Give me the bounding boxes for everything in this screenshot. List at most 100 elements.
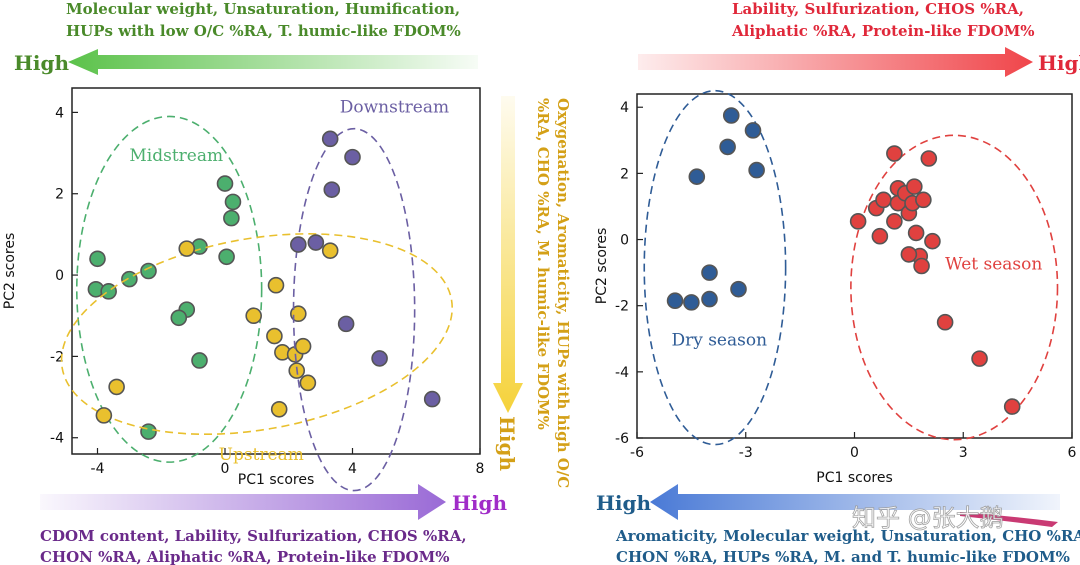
confidence-ellipse-upstream: [60, 233, 454, 436]
data-point-wet-season: [913, 257, 930, 275]
right-ytick-label: -6: [615, 431, 629, 447]
data-point-wet-season: [886, 145, 903, 162]
left-plot-frame: [71, 87, 481, 455]
data-point-downstream: [307, 234, 325, 251]
data-point-downstream: [344, 148, 361, 166]
annotation-vertical-high: High: [495, 416, 519, 471]
annotation-bottom-left-line1: CDOM content, Lability, Sulfurization, C…: [40, 527, 467, 545]
right-xtick-label: -6: [630, 445, 644, 461]
data-point-wet-season: [900, 246, 918, 263]
right-xtick-label: 3: [959, 445, 968, 461]
arrow-left-green: [68, 49, 478, 75]
data-point-upstream: [299, 374, 317, 392]
annotation-bottom-left: High CDOM content, Lability, Sulfurizati…: [40, 484, 507, 565]
data-point-wet-season: [849, 213, 867, 230]
chart-left-pca: -4 0 4 8 -4 -2 0 2 4 PC1 scores PC2 scores Midstrea…: [2, 87, 485, 492]
right-ytick-label: -2: [615, 299, 629, 315]
annotation-top-right-line1: Lability, Sulfurization, CHOS %RA,: [732, 0, 1024, 18]
annotation-vertical-line1: Oxygenation, Aromaticity, HUPs with high…: [554, 98, 572, 488]
data-point-wet-season: [886, 213, 903, 230]
confidence-ellipse-wet-season: [850, 134, 1059, 441]
data-point-wet-season: [871, 227, 889, 245]
left-group-midstream: Midstream: [75, 115, 263, 463]
data-point-midstream: [100, 283, 117, 300]
data-point-dry-season: [744, 122, 762, 139]
data-point-dry-season: [666, 292, 684, 310]
arrow-down-yellow: [493, 96, 523, 413]
group-label-dry-season: Dry season: [671, 330, 767, 350]
chart-right-pca: -6 -3 0 3 6 -6 -4 -2 0 2 4 PC1 scores PC2 scores Dry …: [594, 89, 1077, 486]
data-point-wet-season: [936, 313, 954, 331]
left-ytick-label: 0: [55, 268, 64, 284]
left-ytick-label: -4: [50, 431, 64, 447]
data-point-midstream: [170, 309, 188, 327]
right-y-axis-title: PC2 scores: [594, 228, 610, 305]
confidence-ellipse-dry-season: [643, 89, 787, 446]
left-group-upstream: Upstream: [60, 233, 454, 465]
annotation-bottom-right: High Aromaticity, Molecular weight, Unsa…: [596, 484, 1080, 565]
annotation-top-right-line2: Aliphatic %RA, Protein-like FDOM%: [731, 22, 1035, 40]
data-point-upstream: [270, 400, 288, 418]
data-point-upstream: [95, 407, 113, 424]
annotation-bottom-right-line2: CHON %RA, HUPs %RA, M. and T. humic-like…: [616, 548, 1070, 565]
annotation-bottom-right-high: High: [596, 491, 651, 515]
data-point-midstream: [140, 262, 157, 280]
data-point-midstream: [224, 193, 242, 211]
right-xtick-label: 6: [1068, 445, 1077, 461]
annotation-bottom-right-line1: Aromaticity, Molecular weight, Unsaturat…: [615, 527, 1080, 545]
data-point-dry-season: [701, 264, 718, 281]
data-point-midstream: [223, 209, 240, 227]
data-point-midstream: [216, 175, 234, 192]
data-point-wet-season: [875, 191, 892, 209]
data-point-downstream: [323, 181, 341, 198]
data-point-downstream: [290, 236, 307, 253]
data-point-upstream: [266, 327, 283, 345]
data-point-midstream: [218, 248, 235, 266]
left-xtick-label: 4: [348, 461, 357, 477]
group-label-upstream: Upstream: [219, 445, 304, 465]
right-xtick-label: 0: [850, 445, 859, 461]
group-label-downstream: Downstream: [340, 97, 449, 117]
left-xtick-label: 8: [476, 461, 485, 477]
annotation-vertical: Oxygenation, Aromaticity, HUPs with high…: [493, 96, 572, 488]
arrow-right-red: [638, 47, 1033, 77]
annotation-vertical-line2: %RA, CHO %RA, M. humic-like FDOM%: [534, 98, 552, 430]
data-point-midstream: [89, 250, 106, 268]
annotation-bottom-left-line2: CHON %RA, Aliphatic %RA, Protein-like FD…: [40, 548, 449, 565]
right-ytick-label: -4: [615, 365, 629, 381]
right-ytick-label: 2: [620, 166, 629, 182]
right-ytick-label: 4: [620, 100, 629, 116]
data-point-dry-season: [683, 294, 700, 311]
data-point-midstream: [140, 423, 157, 440]
data-point-wet-season: [971, 350, 988, 367]
left-x-axis-title: PC1 scores: [238, 472, 315, 488]
annotation-top-left-line2: HUPs with low O/C %RA, T. humic-like FDO…: [66, 22, 461, 40]
left-ytick-label: 4: [55, 105, 64, 121]
left-group-downstream: Downstream: [290, 97, 449, 492]
confidence-ellipse-midstream: [75, 115, 263, 463]
data-point-upstream: [108, 378, 125, 396]
data-point-wet-season: [1003, 398, 1021, 415]
data-point-upstream: [321, 242, 339, 259]
watermark-text: 知乎 @张大鹅: [852, 504, 1004, 532]
data-point-dry-season: [701, 290, 718, 308]
data-point-wet-season: [915, 191, 932, 209]
data-point-midstream: [191, 352, 208, 369]
data-point-dry-season: [730, 280, 747, 298]
data-point-downstream: [321, 130, 339, 148]
data-point-dry-season: [748, 161, 765, 179]
confidence-ellipse-downstream: [292, 127, 416, 492]
data-point-wet-season: [907, 224, 925, 242]
data-point-dry-season: [722, 107, 740, 124]
data-point-upstream: [290, 305, 307, 323]
data-point-dry-season: [719, 138, 736, 156]
right-group-wet-season: Wet season: [849, 134, 1059, 441]
right-x-axis-title: PC1 scores: [816, 470, 893, 486]
annotation-top-left: Molecular weight, Unsaturation, Humifica…: [14, 0, 478, 75]
annotation-top-right: Lability, Sulfurization, CHOS %RA, Aliph…: [638, 0, 1080, 77]
data-point-wet-season: [920, 150, 938, 167]
left-y-axis-title: PC2 scores: [2, 233, 18, 310]
right-xtick-label: -3: [739, 445, 753, 461]
data-point-downstream: [371, 350, 388, 367]
